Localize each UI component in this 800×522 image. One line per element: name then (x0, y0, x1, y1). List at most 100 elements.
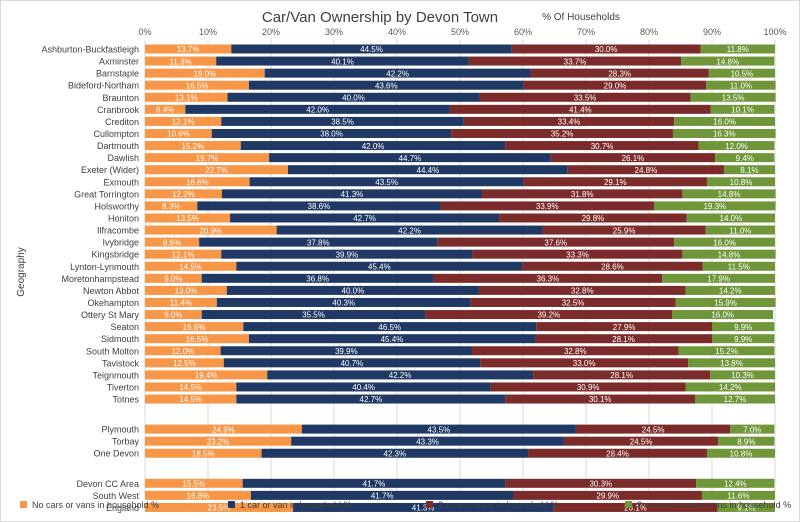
bar-segment (706, 448, 775, 458)
data-label: 40.1% (331, 57, 354, 66)
category-label: Crediton (105, 117, 139, 127)
data-label: 15.9% (714, 299, 737, 308)
bar-segment (145, 128, 212, 138)
legend-swatch (426, 501, 433, 508)
category-label: Lynton-Lynmouth (70, 262, 139, 272)
data-label: 9.0% (164, 311, 182, 320)
category-label: Holsworthy (94, 201, 139, 211)
data-label: 8.1% (740, 166, 758, 175)
data-label: 12.5% (173, 359, 196, 368)
bar-segment (145, 490, 251, 500)
data-label: 41.7% (363, 480, 386, 489)
bar-segment (681, 56, 775, 66)
bar-segment (718, 436, 775, 446)
data-label: 28.1% (612, 335, 635, 344)
bar-segment (478, 285, 686, 295)
category-label: Honiton (108, 213, 139, 223)
bar-segment (291, 436, 564, 446)
data-label: 8.3% (162, 202, 180, 211)
bar-segment (236, 382, 491, 392)
bar-segment (712, 334, 775, 344)
bar-segment (528, 448, 707, 458)
x-tick-label: 90% (703, 27, 721, 37)
category-label: Tiverton (107, 382, 139, 392)
data-label: 15.2% (715, 347, 738, 356)
bar-segment (463, 116, 675, 126)
bar-segment (685, 382, 775, 392)
data-label: 18.5% (192, 449, 215, 458)
data-label: 30.3% (589, 480, 612, 489)
category-label: Torbay (112, 437, 140, 447)
data-label: 16.0% (713, 118, 736, 127)
data-label: 41.3% (412, 504, 435, 513)
data-label: 33.5% (574, 93, 597, 102)
bar-segment (425, 310, 673, 320)
bar-segment (563, 436, 719, 446)
data-label: 9.9% (734, 335, 752, 344)
bar-segment (433, 273, 663, 283)
bar-segment (686, 213, 775, 223)
bar-segment (261, 448, 529, 458)
data-label: 19.0% (194, 69, 217, 78)
bar-segment (702, 261, 775, 271)
data-label: 6.4% (156, 106, 174, 115)
category-label: Teignmouth (92, 370, 139, 380)
data-label: 24.5% (630, 437, 653, 446)
data-label: 26.1% (622, 154, 645, 163)
data-label: 12.0% (171, 347, 194, 356)
category-label: Axminster (99, 57, 139, 67)
bar-segment (249, 177, 524, 187)
bar-segment (678, 346, 775, 356)
data-label: 41.4% (569, 106, 592, 115)
data-label: 9.0% (164, 275, 182, 284)
bar-segment (145, 92, 228, 102)
legend-entry: 2 cars or vans in household % (438, 500, 559, 510)
bar-segment (145, 394, 237, 404)
data-label: 13.5% (722, 93, 745, 102)
bar-segment (145, 436, 292, 446)
x-tick-label: 80% (640, 27, 658, 37)
category-label: Okehampton (87, 298, 139, 308)
data-label: 41.7% (371, 492, 394, 501)
data-label: 16.8% (187, 492, 210, 501)
bar-segment (730, 424, 775, 434)
data-label: 31.8% (571, 190, 594, 199)
bar-segment (145, 153, 270, 163)
category-label: Ilfracombe (97, 226, 139, 236)
data-label: 20.9% (199, 226, 222, 235)
bar-segment (523, 177, 707, 187)
bar-segment (145, 189, 222, 199)
data-label: 40.4% (352, 383, 375, 392)
data-label: 22.7% (205, 166, 228, 175)
bar-segment (513, 490, 702, 500)
bar-segment (211, 128, 452, 138)
data-label: 14.5% (179, 383, 202, 392)
bar-segment (499, 213, 687, 223)
bar-segment (236, 394, 506, 404)
chart-title: Car/Van Ownership by Devon Town (262, 9, 498, 26)
data-label: 30.9% (577, 383, 600, 392)
bar-segment (145, 424, 302, 434)
bar-segment (220, 346, 472, 356)
category-label: South Molton (86, 346, 139, 356)
data-label: 12.2% (172, 190, 195, 199)
legend-entry: No cars or vans in household % (32, 500, 159, 510)
bar-segment (688, 358, 775, 368)
data-label: 38.0% (320, 130, 343, 139)
bar-segment (288, 165, 568, 175)
bar-segment (449, 104, 711, 114)
data-label: 11.6% (727, 492, 749, 501)
category-label: Exeter (Wider) (81, 165, 139, 175)
bar-segment (712, 322, 775, 332)
bar-segment (145, 334, 249, 344)
bar-segment (145, 104, 186, 114)
data-label: 11.5% (728, 262, 750, 271)
bar-segment (267, 370, 534, 380)
bar-segment (216, 56, 469, 66)
data-label: 42.3% (383, 449, 406, 458)
data-label: 29.8% (582, 214, 605, 223)
category-label: Ashburton-Buckfastleigh (41, 45, 139, 55)
data-label: 28.4% (606, 449, 629, 458)
data-label: 44.4% (417, 166, 440, 175)
bar-segment (230, 213, 500, 223)
